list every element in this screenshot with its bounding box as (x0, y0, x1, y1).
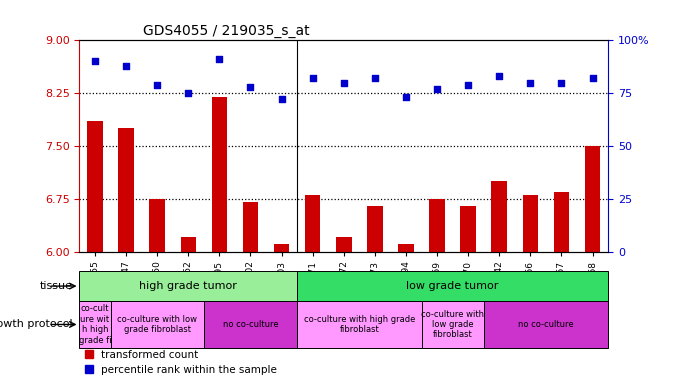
Point (431, 86, 442, 92)
Point (307, 75, 318, 81)
Text: co-culture with
low grade
fibroblast: co-culture with low grade fibroblast (421, 310, 484, 339)
Text: growth protocol: growth protocol (0, 319, 73, 329)
Point (182, 90, 193, 96)
Bar (398, 245, 414, 252)
Text: no co-culture: no co-culture (518, 320, 574, 329)
Point (338, 79, 349, 86)
Text: GDS4055 / 219035_s_at: GDS4055 / 219035_s_at (143, 24, 310, 38)
Text: high grade tumor: high grade tumor (140, 281, 237, 291)
Bar (149, 199, 165, 252)
Bar (243, 202, 258, 252)
Bar (204, 301, 297, 348)
Bar (522, 195, 538, 252)
Point (493, 73, 504, 79)
Bar (305, 195, 321, 252)
Bar (297, 271, 608, 301)
Point (556, 79, 567, 86)
Bar (553, 192, 569, 252)
Point (587, 75, 598, 81)
Text: co-cult
ure wit
h high
grade fi: co-cult ure wit h high grade fi (79, 305, 111, 344)
Bar (336, 237, 352, 252)
Point (89, 58, 101, 65)
Bar (118, 128, 134, 252)
Point (524, 79, 536, 86)
Bar (274, 245, 290, 252)
Bar (211, 97, 227, 252)
Point (369, 75, 380, 81)
Point (120, 63, 131, 69)
Bar (491, 181, 507, 252)
Bar (79, 301, 111, 348)
Text: tissue: tissue (39, 281, 73, 291)
Bar (111, 301, 204, 348)
Point (245, 84, 256, 90)
Bar (422, 301, 484, 348)
Text: co-culture with low
grade fibroblast: co-culture with low grade fibroblast (117, 315, 197, 334)
Bar (79, 271, 297, 301)
Point (151, 81, 162, 88)
Bar (429, 199, 445, 252)
Bar (297, 301, 422, 348)
Text: low grade tumor: low grade tumor (406, 281, 499, 291)
Bar (484, 301, 608, 348)
Bar (367, 206, 383, 252)
Bar (180, 237, 196, 252)
Bar (460, 206, 476, 252)
Text: no co-culture: no co-culture (223, 320, 278, 329)
Bar (585, 146, 600, 252)
Point (214, 56, 225, 62)
Legend: transformed count, percentile rank within the sample: transformed count, percentile rank withi… (85, 350, 277, 375)
Point (276, 96, 287, 103)
Bar (87, 121, 103, 252)
Text: co-culture with high grade
fibroblast: co-culture with high grade fibroblast (303, 315, 415, 334)
Point (400, 94, 411, 101)
Point (462, 81, 473, 88)
